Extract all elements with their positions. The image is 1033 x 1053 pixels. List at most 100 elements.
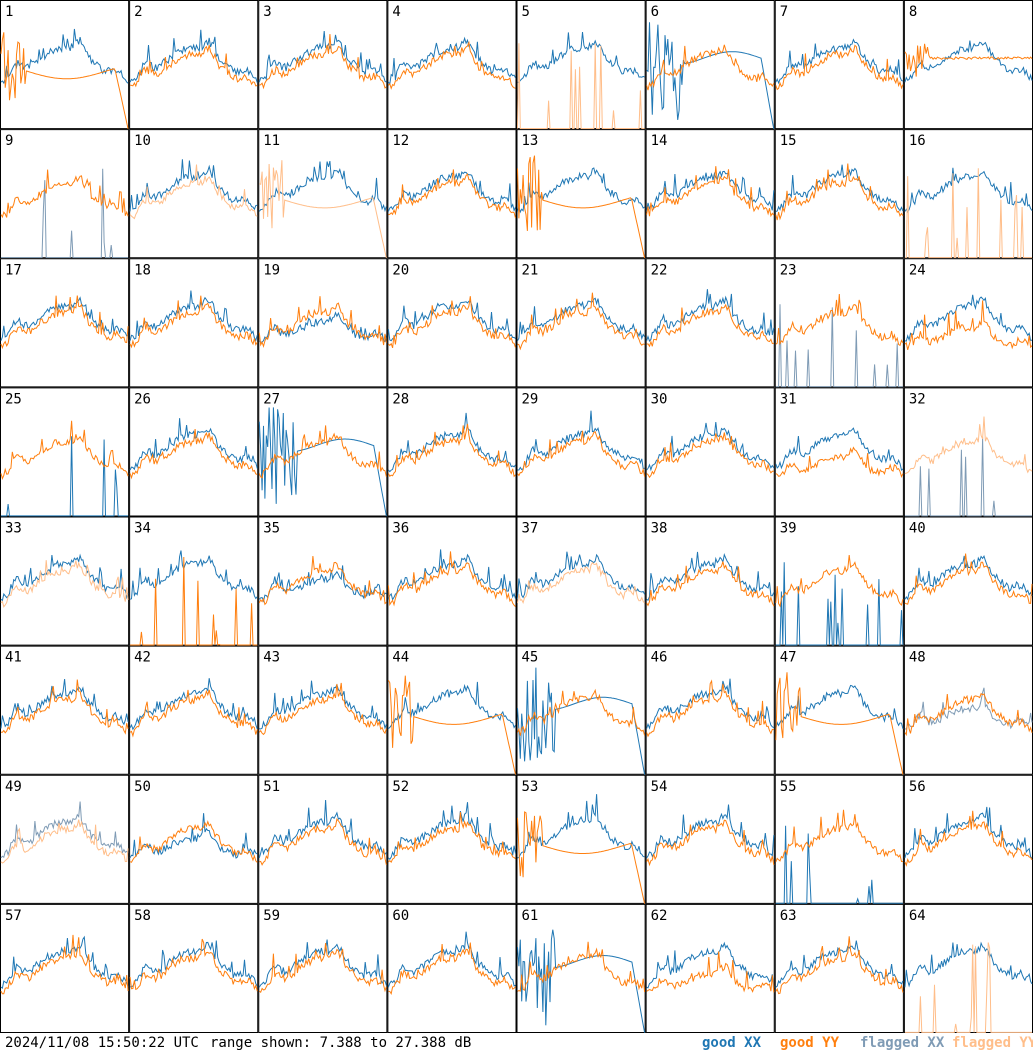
yy-series-line [130,556,258,646]
panel-23: 23 [774,258,904,388]
panel-18: 18 [129,258,259,388]
panel-label: 38 [651,521,668,537]
panel-51: 51 [258,774,388,904]
footer: 2024/11/08 15:50:22 UTC range shown: 7.3… [0,1033,1033,1053]
panel-28: 28 [387,387,517,517]
xx-series-line [129,940,258,988]
xx-series-line [0,553,129,602]
panel-frame [645,903,775,1033]
panel-label: 56 [909,779,926,795]
panel-label: 49 [5,779,22,795]
yy-series-line [259,817,387,866]
panel-3: 3 [258,0,388,130]
panel-label: 23 [780,262,797,278]
yy-series-line [387,675,516,775]
panel-frame [516,645,646,775]
xx-series-line [904,555,1033,601]
xx-series-line [129,159,258,212]
panel-58: 58 [129,903,259,1033]
yy-series-line [129,429,258,480]
panel-label: 40 [909,521,926,537]
panel-frame [903,0,1033,130]
panel-50: 50 [129,774,259,904]
yy-series-line [258,682,387,736]
panel-label: 37 [522,521,539,537]
range-label: range shown: 7.388 to 27.388 dB [210,1035,472,1051]
xx-series-line [517,297,646,341]
panel-26: 26 [129,387,259,517]
panel-frame [258,387,388,517]
xx-series-line [129,678,258,731]
panel-label: 60 [392,908,409,924]
panel-label: 12 [392,133,409,149]
panel-38: 38 [645,516,775,646]
panel-47: 47 [774,645,904,775]
xx-series-line [0,296,129,341]
xx-series-line [388,802,516,860]
panel-49: 49 [0,774,130,904]
legend-good-yy: good YY [780,1035,840,1051]
legend-good-xx: good XX [702,1035,762,1051]
panel-label: 24 [909,262,926,278]
panel-label: 47 [780,650,797,666]
yy-series-line [129,295,258,349]
panel-31: 31 [774,387,904,517]
panel-frame [129,0,259,130]
xx-series-line [0,28,129,85]
panel-frame [129,129,259,259]
xx-series-line [517,794,645,859]
panel-frame [387,0,517,130]
panel-label: 20 [392,262,409,278]
yy-series-line [388,942,516,996]
xx-series-line [517,167,645,214]
panel-41: 41 [0,645,130,775]
xx-series-line [258,160,387,213]
panel-label: 55 [780,779,797,795]
yy-series-line [517,155,646,259]
yy-series-line [129,820,258,863]
panel-30: 30 [645,387,775,517]
panel-20: 20 [387,258,517,388]
panel-label: 48 [909,650,926,666]
yy-series-line [259,943,387,993]
panel-32: 32 [903,387,1033,517]
panel-frame [0,129,130,259]
yy-series-line [904,168,1032,259]
panel-label: 9 [5,133,13,149]
yy-series-line [258,425,387,479]
panel-19: 19 [258,258,388,388]
panel-label: 34 [134,521,151,537]
panel-label: 25 [5,391,22,407]
panel-frame [129,258,259,388]
panel-label: 42 [134,650,151,666]
panel-16: 16 [903,129,1033,259]
yy-series-line [904,300,1033,351]
panel-frame [516,258,646,388]
yy-series-line [904,553,1033,605]
panel-label: 8 [909,4,917,20]
yy-series-line [1,679,129,735]
panel-frame [0,258,130,388]
xx-series-line [775,562,904,646]
panel-7: 7 [774,0,904,130]
xx-series-line [387,300,516,342]
xx-series-line [904,167,1033,214]
panel-label: 43 [263,650,280,666]
yy-series-line [904,942,1032,1033]
xx-series-line [517,551,646,600]
yy-series-line [259,34,387,90]
xx-series-line [259,680,387,730]
yy-series-line [387,551,516,607]
yy-series-line [775,163,904,221]
panel-55: 55 [774,774,904,904]
yy-series-line [517,430,646,477]
yy-series-line [387,423,516,478]
panel-52: 52 [387,774,517,904]
panel-label: 10 [134,133,151,149]
panel-label: 31 [780,391,797,407]
xx-series-line [0,801,129,859]
xx-series-line [904,40,1033,83]
panel-frame [0,0,130,130]
panel-label: 52 [392,779,409,795]
